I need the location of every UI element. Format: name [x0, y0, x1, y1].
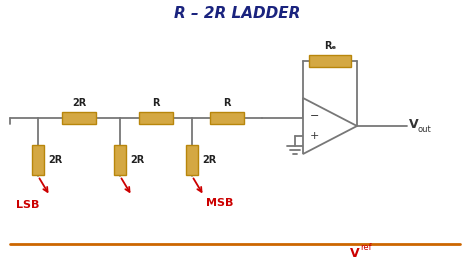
Text: 2R: 2R	[48, 155, 62, 165]
Bar	[139, 112, 173, 124]
Text: R: R	[223, 98, 231, 108]
Text: MSB: MSB	[206, 198, 233, 208]
Bar	[186, 145, 198, 175]
Text: −: −	[310, 111, 319, 121]
Text: out: out	[418, 124, 432, 134]
Bar	[210, 112, 244, 124]
Text: V: V	[350, 247, 360, 260]
Text: R: R	[152, 98, 160, 108]
Text: R – 2R LADDER: R – 2R LADDER	[174, 6, 300, 22]
Text: LSB: LSB	[16, 200, 40, 210]
Bar	[62, 112, 96, 124]
Text: ref: ref	[360, 243, 372, 252]
Text: +: +	[310, 131, 319, 141]
Text: 2R: 2R	[202, 155, 216, 165]
Text: V: V	[409, 118, 419, 131]
Bar	[309, 55, 351, 67]
Text: Rₑ: Rₑ	[324, 41, 336, 51]
Text: 2R: 2R	[72, 98, 86, 108]
Text: 2R: 2R	[130, 155, 144, 165]
Bar	[32, 145, 44, 175]
Polygon shape	[303, 98, 357, 154]
Bar	[114, 145, 126, 175]
